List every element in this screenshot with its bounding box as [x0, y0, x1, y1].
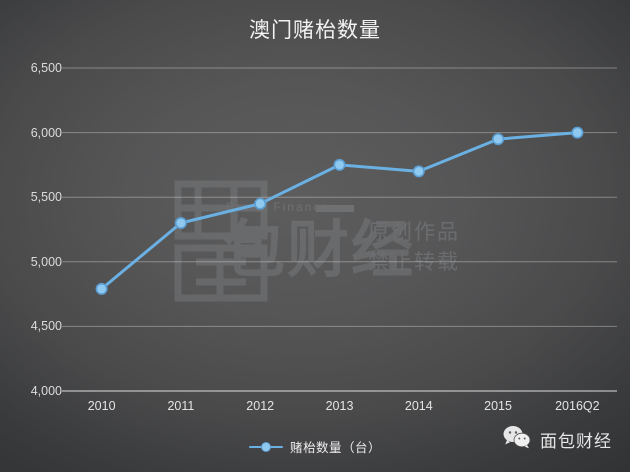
data-point-2013[interactable] — [333, 158, 346, 171]
x-axis-tick-label: 2015 — [484, 399, 512, 413]
data-point-2015[interactable] — [492, 133, 505, 146]
x-axis-tick-label: 2013 — [325, 399, 354, 413]
data-point-markers[interactable] — [95, 126, 584, 295]
x-axis-tick-label: 2014 — [404, 399, 433, 413]
y-axis-tick-label: 6,000 — [30, 125, 62, 140]
x-axis-tick-label: 2016Q2 — [555, 399, 600, 413]
x-axis-tick-label: 2011 — [167, 399, 195, 413]
data-point-2014[interactable] — [412, 165, 425, 178]
y-axis-ticks: 4,000 4,500 5,000 5,500 6,000 6,500 — [0, 0, 62, 472]
wechat-icon — [503, 425, 531, 454]
chart-legend[interactable]: 赌枱数量（台） — [0, 437, 630, 456]
y-axis-tick-label: 4,500 — [30, 319, 62, 334]
data-point-2011[interactable] — [174, 217, 187, 230]
data-point-2010[interactable] — [95, 282, 108, 295]
x-axis-tick-label: 2010 — [87, 399, 116, 413]
brand-name: 面包财经 — [540, 432, 612, 451]
series-line — [100, 131, 579, 291]
y-axis-tick-label: 6,500 — [30, 61, 62, 75]
legend-label: 赌枱数量（台） — [289, 441, 381, 455]
legend-marker-icon — [248, 441, 283, 453]
y-axis-tick-label: 5,000 — [30, 254, 62, 269]
brand-block: 面包财经 — [503, 425, 612, 454]
page-title: 澳门赌枱数量 — [249, 19, 381, 42]
x-axis-tick-label: 2012 — [246, 399, 275, 413]
data-point-2016Q2[interactable] — [571, 126, 584, 139]
y-axis-tick-label: 5,500 — [30, 190, 62, 205]
gridlines — [62, 67, 617, 392]
y-axis-tick-label: 4,000 — [30, 384, 62, 398]
data-point-2012[interactable] — [254, 197, 267, 210]
